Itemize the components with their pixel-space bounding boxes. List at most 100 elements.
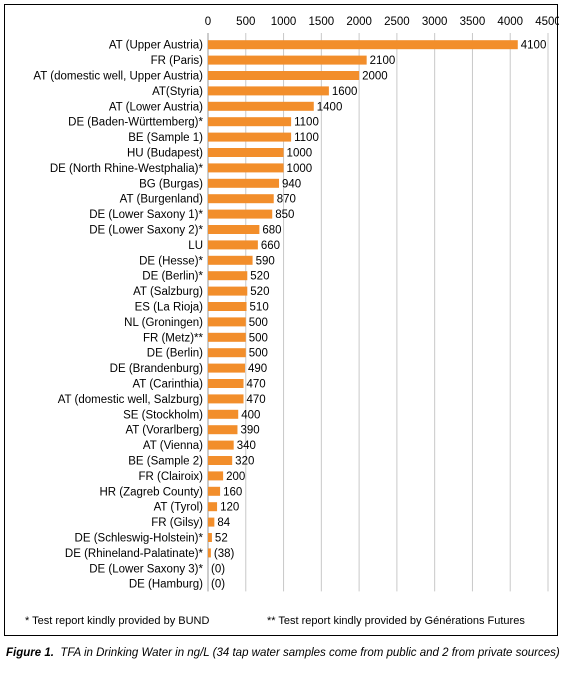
value-label: 1000 <box>287 148 313 160</box>
category-label: BE (Sample 2) <box>128 456 203 468</box>
bar <box>208 101 314 111</box>
category-label: DE (Berlin)* <box>142 271 203 283</box>
category-label: NL (Groningen) <box>124 317 203 329</box>
category-label: DE (Rhineland-Palatinate)* <box>65 548 204 560</box>
value-label: (0) <box>211 579 225 591</box>
bar <box>208 425 238 435</box>
category-label: LU <box>188 240 203 252</box>
value-label: (38) <box>214 548 235 560</box>
bar <box>208 548 211 558</box>
footnote-generations-futures: ** Test report kindly provided by Généra… <box>267 615 525 627</box>
value-label: 590 <box>256 255 275 267</box>
category-label: BE (Sample 1) <box>128 132 203 144</box>
category-label: DE (Schleswig-Holstein)* <box>75 533 204 545</box>
category-label: FR (Metz)** <box>143 332 204 344</box>
bar <box>208 178 280 188</box>
value-label: 1600 <box>332 86 358 98</box>
x-tick-label: 3000 <box>422 16 448 28</box>
x-tick-label: 1500 <box>309 16 335 28</box>
bar <box>208 271 248 281</box>
x-tick-label: 0 <box>205 16 211 28</box>
value-label: 84 <box>217 517 230 529</box>
value-label: 2000 <box>362 71 388 83</box>
category-label: AT (Salzburg) <box>133 286 203 298</box>
category-label: AT(Styria) <box>152 86 203 98</box>
bar <box>208 255 253 265</box>
caption-text: TFA in Drinking Water in ng/L (34 tap wa… <box>60 647 560 659</box>
x-tick-label: 2000 <box>346 16 372 28</box>
x-tick-label: 4500 <box>535 16 559 28</box>
bar <box>208 533 212 542</box>
value-label: 390 <box>240 425 259 437</box>
value-label: (0) <box>211 563 225 575</box>
value-label: 500 <box>249 317 268 329</box>
category-label: FR (Clairoix) <box>138 471 203 483</box>
category-label: BG (Burgas) <box>139 178 203 190</box>
value-label: 660 <box>261 240 280 252</box>
category-label: AT (domestic well, Salzburg) <box>58 394 203 406</box>
value-label: 400 <box>241 409 260 421</box>
category-label: DE (Baden-Württemberg)* <box>68 117 203 129</box>
category-label: DE (Hesse)* <box>139 255 203 267</box>
x-tick-label: 500 <box>236 16 255 28</box>
bar <box>208 209 273 219</box>
bar <box>208 471 224 481</box>
value-label: 680 <box>262 225 281 237</box>
footnotes: * Test report kindly provided by BUND **… <box>5 605 559 637</box>
value-label: 52 <box>215 533 228 545</box>
value-label: 500 <box>249 348 268 360</box>
bar <box>208 517 215 527</box>
bar <box>208 132 292 142</box>
x-tick-label: 2500 <box>384 16 410 28</box>
category-label: DE (Lower Saxony 3)* <box>89 563 203 575</box>
category-label: AT (Vorarlberg) <box>125 425 203 437</box>
value-label: 1400 <box>317 101 343 113</box>
category-label: DE (Lower Saxony 1)* <box>89 209 203 221</box>
chart-frame: 0 500 1000 1500 2000 2500 3000 3500 4000 4500 AT (… <box>4 4 559 637</box>
category-label: DE (Lower Saxony 2)* <box>89 225 203 237</box>
bar <box>208 394 244 404</box>
category-label: ES (La Rioja) <box>135 302 204 314</box>
value-label: 320 <box>235 456 254 468</box>
category-label: HU (Budapest) <box>127 148 203 160</box>
value-label: 1100 <box>294 132 319 144</box>
bar <box>208 302 247 311</box>
category-label: AT (domestic well, Upper Austria) <box>33 71 203 83</box>
bar <box>208 148 284 157</box>
bar <box>208 86 329 96</box>
bar <box>208 502 218 512</box>
value-label: 200 <box>226 471 245 483</box>
value-label: 470 <box>247 394 266 406</box>
caption-label: Figure 1. <box>6 647 54 659</box>
category-label: AT (Upper Austria) <box>109 40 203 52</box>
value-label: 850 <box>275 209 294 221</box>
category-label: AT (Lower Austria) <box>109 101 203 113</box>
category-label: AT (Tyrol) <box>154 502 204 514</box>
bar <box>208 486 221 496</box>
category-label: FR (Paris) <box>151 55 204 67</box>
value-label: 500 <box>249 332 268 344</box>
bar <box>208 286 248 296</box>
category-label: DE (North Rhine-Westphalia)* <box>50 163 204 175</box>
value-label: 120 <box>220 502 239 514</box>
bar <box>208 240 258 250</box>
bar <box>208 71 360 80</box>
bar <box>208 332 246 342</box>
bar-chart: 0 500 1000 1500 2000 2500 3000 3500 4000 4500 AT (… <box>33 16 559 592</box>
value-label: 520 <box>250 271 269 283</box>
value-label: 870 <box>277 194 296 206</box>
bar <box>208 55 367 65</box>
bar <box>208 379 244 388</box>
value-label: 1000 <box>287 163 313 175</box>
bar <box>208 40 518 50</box>
category-label: SE (Stockholm) <box>123 409 203 421</box>
x-tick-label: 3500 <box>460 16 486 28</box>
bar <box>208 440 234 450</box>
bar <box>208 363 246 373</box>
bar <box>208 456 233 465</box>
value-label: 470 <box>247 379 266 391</box>
value-label: 340 <box>237 440 256 452</box>
value-label: 2100 <box>370 55 396 67</box>
category-label: DE (Hamburg) <box>129 579 203 591</box>
bar <box>208 163 284 173</box>
